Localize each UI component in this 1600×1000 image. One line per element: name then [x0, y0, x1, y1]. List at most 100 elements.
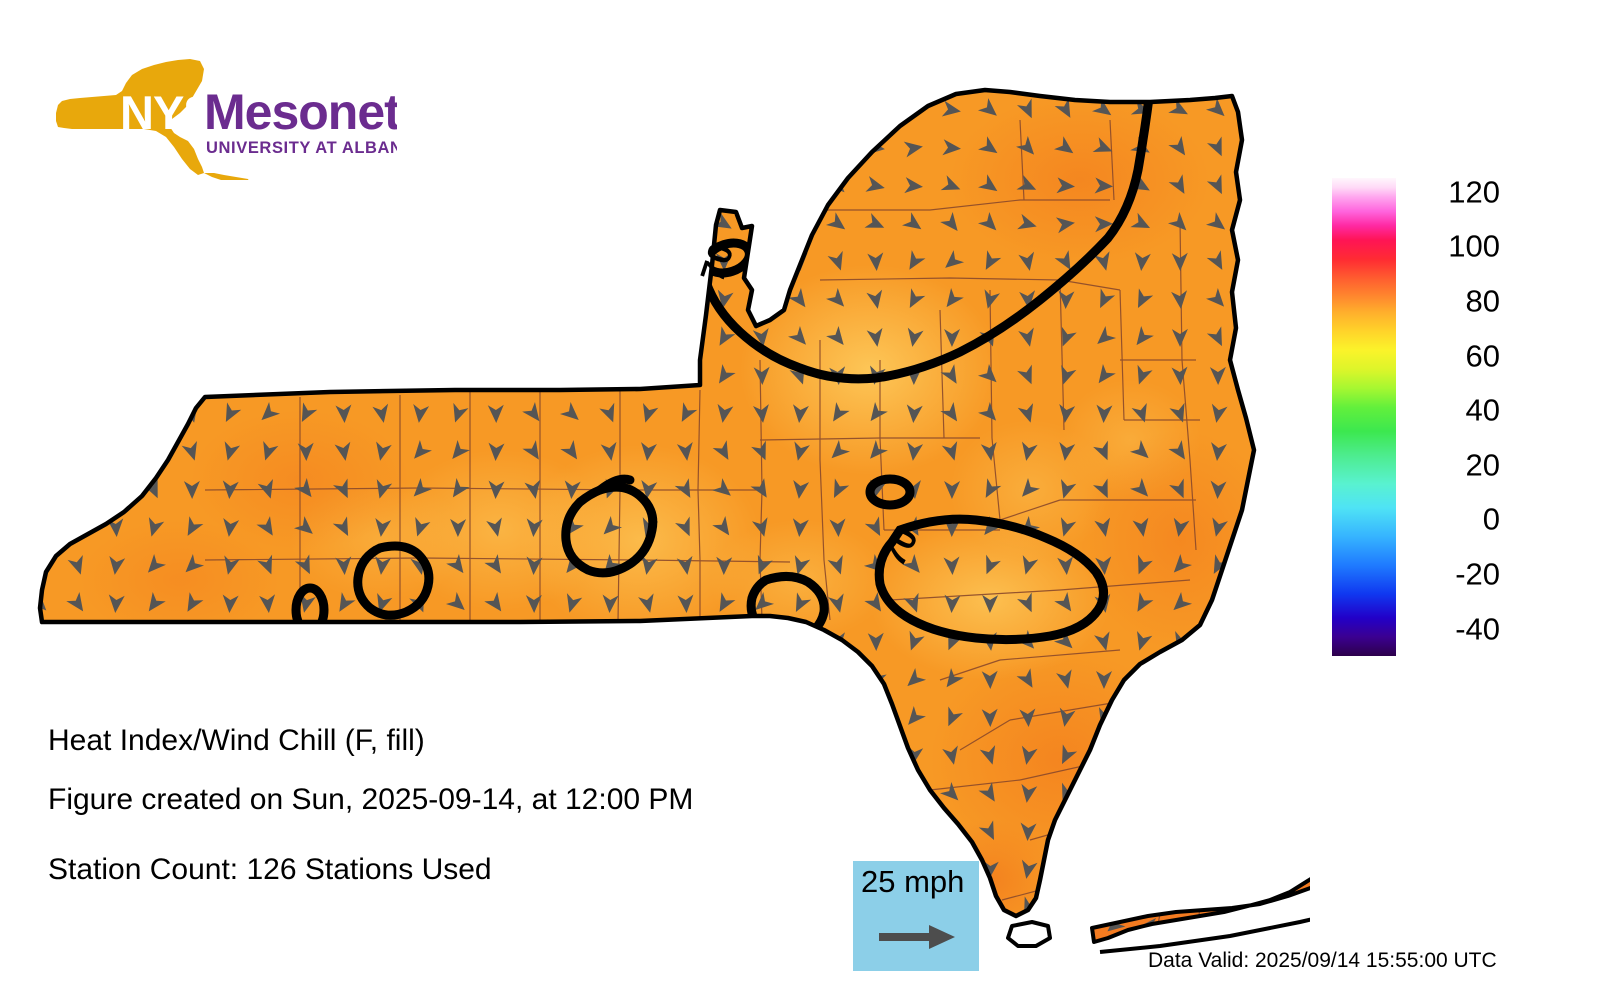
wind-arrow [1055, 217, 1075, 234]
wind-arrow [903, 592, 919, 613]
wind-arrow [597, 174, 617, 192]
wind-arrow [1169, 478, 1184, 499]
wind-arrow [750, 212, 767, 232]
wind-arrow [598, 98, 614, 119]
wind-arrow [831, 784, 848, 803]
wind-arrow [831, 439, 851, 459]
wind-arrow [601, 328, 617, 347]
wind-arrow [1206, 250, 1223, 270]
wind-arrow [1056, 669, 1072, 689]
wind-arrow [148, 592, 166, 612]
wind-arrow [109, 325, 129, 345]
wind-arrow [561, 858, 577, 879]
wind-arrow [1058, 290, 1075, 309]
wind-arrow [337, 630, 357, 648]
colorbar-tick-labels: 120 100 80 60 40 20 0 -20 -40 [1404, 176, 1524, 656]
wind-arrow [218, 173, 237, 193]
wind-arrow [528, 706, 546, 726]
wind-arrow [67, 137, 87, 154]
wind-arrow [1019, 290, 1036, 309]
wind-arrow [1132, 821, 1148, 841]
wind-arrow [948, 706, 963, 727]
wind-arrow [715, 822, 732, 841]
wind-arrow [833, 402, 850, 422]
wind-arrow [142, 212, 162, 230]
wind-arrow [636, 98, 653, 119]
wind-arrow [378, 250, 394, 271]
wind-arrow [635, 250, 655, 269]
wind-arrow [528, 250, 546, 270]
wind-arrow [907, 668, 927, 687]
wind-arrow [644, 364, 660, 385]
wind-arrow [40, 98, 45, 118]
wind-arrow [870, 821, 887, 841]
wind-arrow [1206, 706, 1223, 726]
wind-arrow [334, 365, 351, 385]
wind-arrow [985, 250, 1002, 270]
wind-arrow [985, 478, 1002, 498]
wind-arrow [676, 442, 693, 461]
wind-arrow [641, 479, 658, 499]
wind-arrow [104, 439, 122, 459]
wind-arrow [1173, 592, 1193, 611]
wind-arrow [1092, 858, 1108, 879]
wind-arrow [902, 820, 919, 841]
wind-arrow [376, 441, 392, 461]
wind-arrow [719, 326, 736, 346]
wind-arrow [643, 820, 660, 840]
wind-arrow [1214, 820, 1229, 841]
wind-arrow [940, 175, 961, 191]
wind-arrow [1212, 517, 1228, 537]
wind-arrow [407, 325, 427, 345]
logo-mesonet-text: Mesonet [204, 84, 397, 140]
wind-arrow [675, 175, 695, 192]
wind-arrow [712, 858, 729, 879]
wind-arrow [979, 745, 996, 765]
figure-created-timestamp: Figure created on Sun, 2025-09-14, at 12… [48, 783, 694, 816]
wind-arrow [1309, 891, 1310, 908]
wind-arrow [1094, 631, 1110, 651]
wind-arrow [522, 212, 542, 229]
wind-arrow [599, 250, 615, 271]
wind-arrow [940, 364, 957, 384]
wind-arrow [828, 593, 844, 613]
wind-arrow [142, 98, 162, 115]
wind-arrow [941, 441, 958, 461]
wind-arrow [40, 215, 49, 232]
wind-arrow [977, 98, 997, 116]
wind-arrow [1054, 98, 1071, 118]
wind-arrow [181, 136, 197, 157]
wind-arrow [752, 327, 769, 347]
wind-arrow [638, 216, 657, 233]
wind-arrow [1210, 480, 1227, 499]
wind-arrow [448, 327, 465, 347]
wind-arrow [1247, 594, 1254, 613]
wind-arrow [68, 179, 87, 196]
wind-arrow [293, 516, 313, 534]
wind-arrow [1094, 177, 1113, 194]
wind-arrow [301, 668, 318, 688]
wind-arrow [1054, 250, 1071, 270]
wind-arrow [1137, 288, 1154, 309]
wind-arrow [679, 707, 696, 727]
wind-arrow [66, 896, 82, 916]
wind-arrow [980, 441, 997, 461]
wind-arrow [1017, 213, 1037, 230]
wind-arrow [1207, 916, 1227, 932]
wind-arrow [826, 212, 846, 230]
wind-arrow [826, 287, 845, 307]
wind-arrow [636, 136, 654, 156]
wind-arrow [257, 554, 273, 575]
wind-arrow [1098, 364, 1116, 384]
wind-arrow [1096, 404, 1113, 423]
wind-arrow [636, 629, 654, 649]
wind-arrow [375, 518, 392, 537]
wind-arrow [1205, 98, 1225, 117]
wind-arrow [334, 821, 350, 841]
wind-arrow [371, 289, 388, 309]
ny-state-logo-shape [56, 59, 249, 180]
wind-arrow [149, 326, 165, 347]
wind-arrow [940, 211, 958, 232]
wind-arrow [978, 136, 998, 154]
wind-arrow [562, 669, 579, 689]
